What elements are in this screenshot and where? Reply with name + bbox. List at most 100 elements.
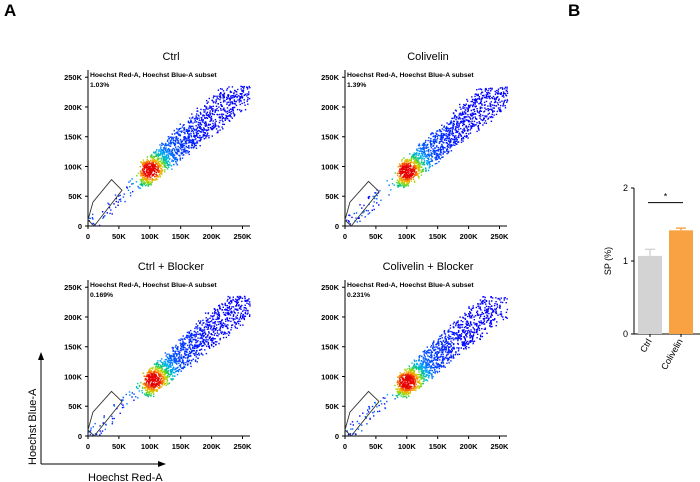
event-dot	[171, 136, 173, 139]
event-dot	[452, 144, 454, 146]
event-dot	[159, 154, 161, 156]
event-dot	[429, 139, 431, 142]
event-dot	[148, 384, 150, 386]
event-dot	[144, 182, 146, 184]
event-dot	[479, 308, 481, 310]
event-dot	[185, 336, 187, 338]
event-dot	[176, 348, 179, 350]
event-dot	[228, 119, 230, 122]
event-dot	[379, 189, 381, 192]
event-dot	[436, 346, 438, 348]
event-dot	[212, 341, 215, 344]
event-dot	[184, 150, 186, 152]
event-dot	[197, 345, 199, 348]
event-dot	[480, 118, 482, 121]
event-dot	[472, 125, 474, 128]
event-dot	[142, 172, 144, 174]
event-dot	[192, 346, 194, 348]
event-dot	[400, 166, 402, 168]
event-dot	[414, 161, 417, 164]
event-dot	[151, 175, 153, 177]
event-dot	[454, 138, 456, 140]
event-dot	[405, 180, 408, 183]
event-dot	[467, 340, 469, 343]
event-dot	[427, 146, 429, 148]
event-dot	[411, 169, 414, 171]
event-dot	[178, 362, 180, 364]
event-dot	[444, 133, 446, 136]
event-dot	[196, 341, 198, 343]
event-dot	[162, 163, 165, 165]
event-dot	[407, 372, 409, 374]
event-dot	[195, 144, 197, 147]
event-dot	[456, 347, 458, 349]
event-dot	[162, 149, 164, 151]
event-dot	[162, 152, 164, 154]
event-dot	[211, 118, 213, 120]
event-dot	[367, 411, 370, 413]
event-dot	[151, 375, 153, 377]
event-dot	[249, 303, 251, 305]
event-dot	[161, 375, 164, 377]
event-dot	[156, 389, 159, 391]
event-dot	[204, 111, 206, 113]
event-dot	[148, 183, 150, 185]
event-dot	[188, 352, 190, 355]
event-dot	[405, 173, 408, 175]
event-dot	[155, 171, 157, 173]
event-dot	[412, 173, 414, 175]
event-dot	[240, 306, 242, 308]
event-dot	[423, 161, 425, 163]
event-dot	[152, 371, 154, 373]
event-dot	[472, 337, 474, 339]
event-dot	[188, 133, 190, 135]
event-dot	[146, 391, 149, 393]
event-dot	[151, 178, 153, 180]
event-dot	[202, 322, 204, 324]
event-dot	[208, 321, 210, 323]
event-dot	[438, 153, 440, 155]
event-dot	[462, 107, 464, 109]
event-dot	[168, 138, 171, 140]
event-dot	[228, 307, 230, 309]
event-dot	[444, 138, 446, 140]
event-dot	[399, 174, 402, 177]
event-dot	[167, 383, 169, 385]
event-dot	[178, 134, 181, 136]
event-dot	[214, 118, 217, 121]
event-dot	[394, 172, 396, 174]
event-dot	[465, 341, 468, 344]
event-dot	[427, 139, 429, 142]
event-dot	[188, 335, 190, 337]
event-dot	[249, 301, 251, 303]
event-dot	[174, 350, 176, 353]
event-dot	[156, 157, 159, 160]
event-dot	[160, 381, 162, 383]
event-dot	[140, 381, 142, 384]
event-dot	[163, 155, 165, 157]
event-dot	[214, 126, 216, 128]
event-dot	[214, 329, 217, 331]
event-dot	[185, 149, 188, 152]
event-dot	[165, 370, 168, 372]
event-dot	[469, 317, 471, 319]
event-dot	[446, 152, 448, 155]
event-dot	[173, 372, 176, 374]
event-dot	[141, 162, 143, 164]
event-dot	[111, 423, 113, 425]
event-dot	[144, 173, 146, 175]
x-tick-label: 150K	[429, 442, 448, 451]
event-dot	[397, 166, 399, 168]
event-dot	[449, 131, 451, 133]
event-dot	[214, 311, 216, 313]
event-dot	[427, 358, 429, 361]
event-dot	[155, 151, 157, 153]
event-dot	[504, 92, 506, 95]
event-dot	[472, 104, 475, 106]
event-dot	[180, 140, 182, 143]
event-dot	[141, 392, 144, 394]
event-dot	[125, 393, 127, 396]
event-dot	[195, 121, 198, 123]
event-dot	[446, 137, 448, 139]
event-dot	[477, 127, 480, 129]
